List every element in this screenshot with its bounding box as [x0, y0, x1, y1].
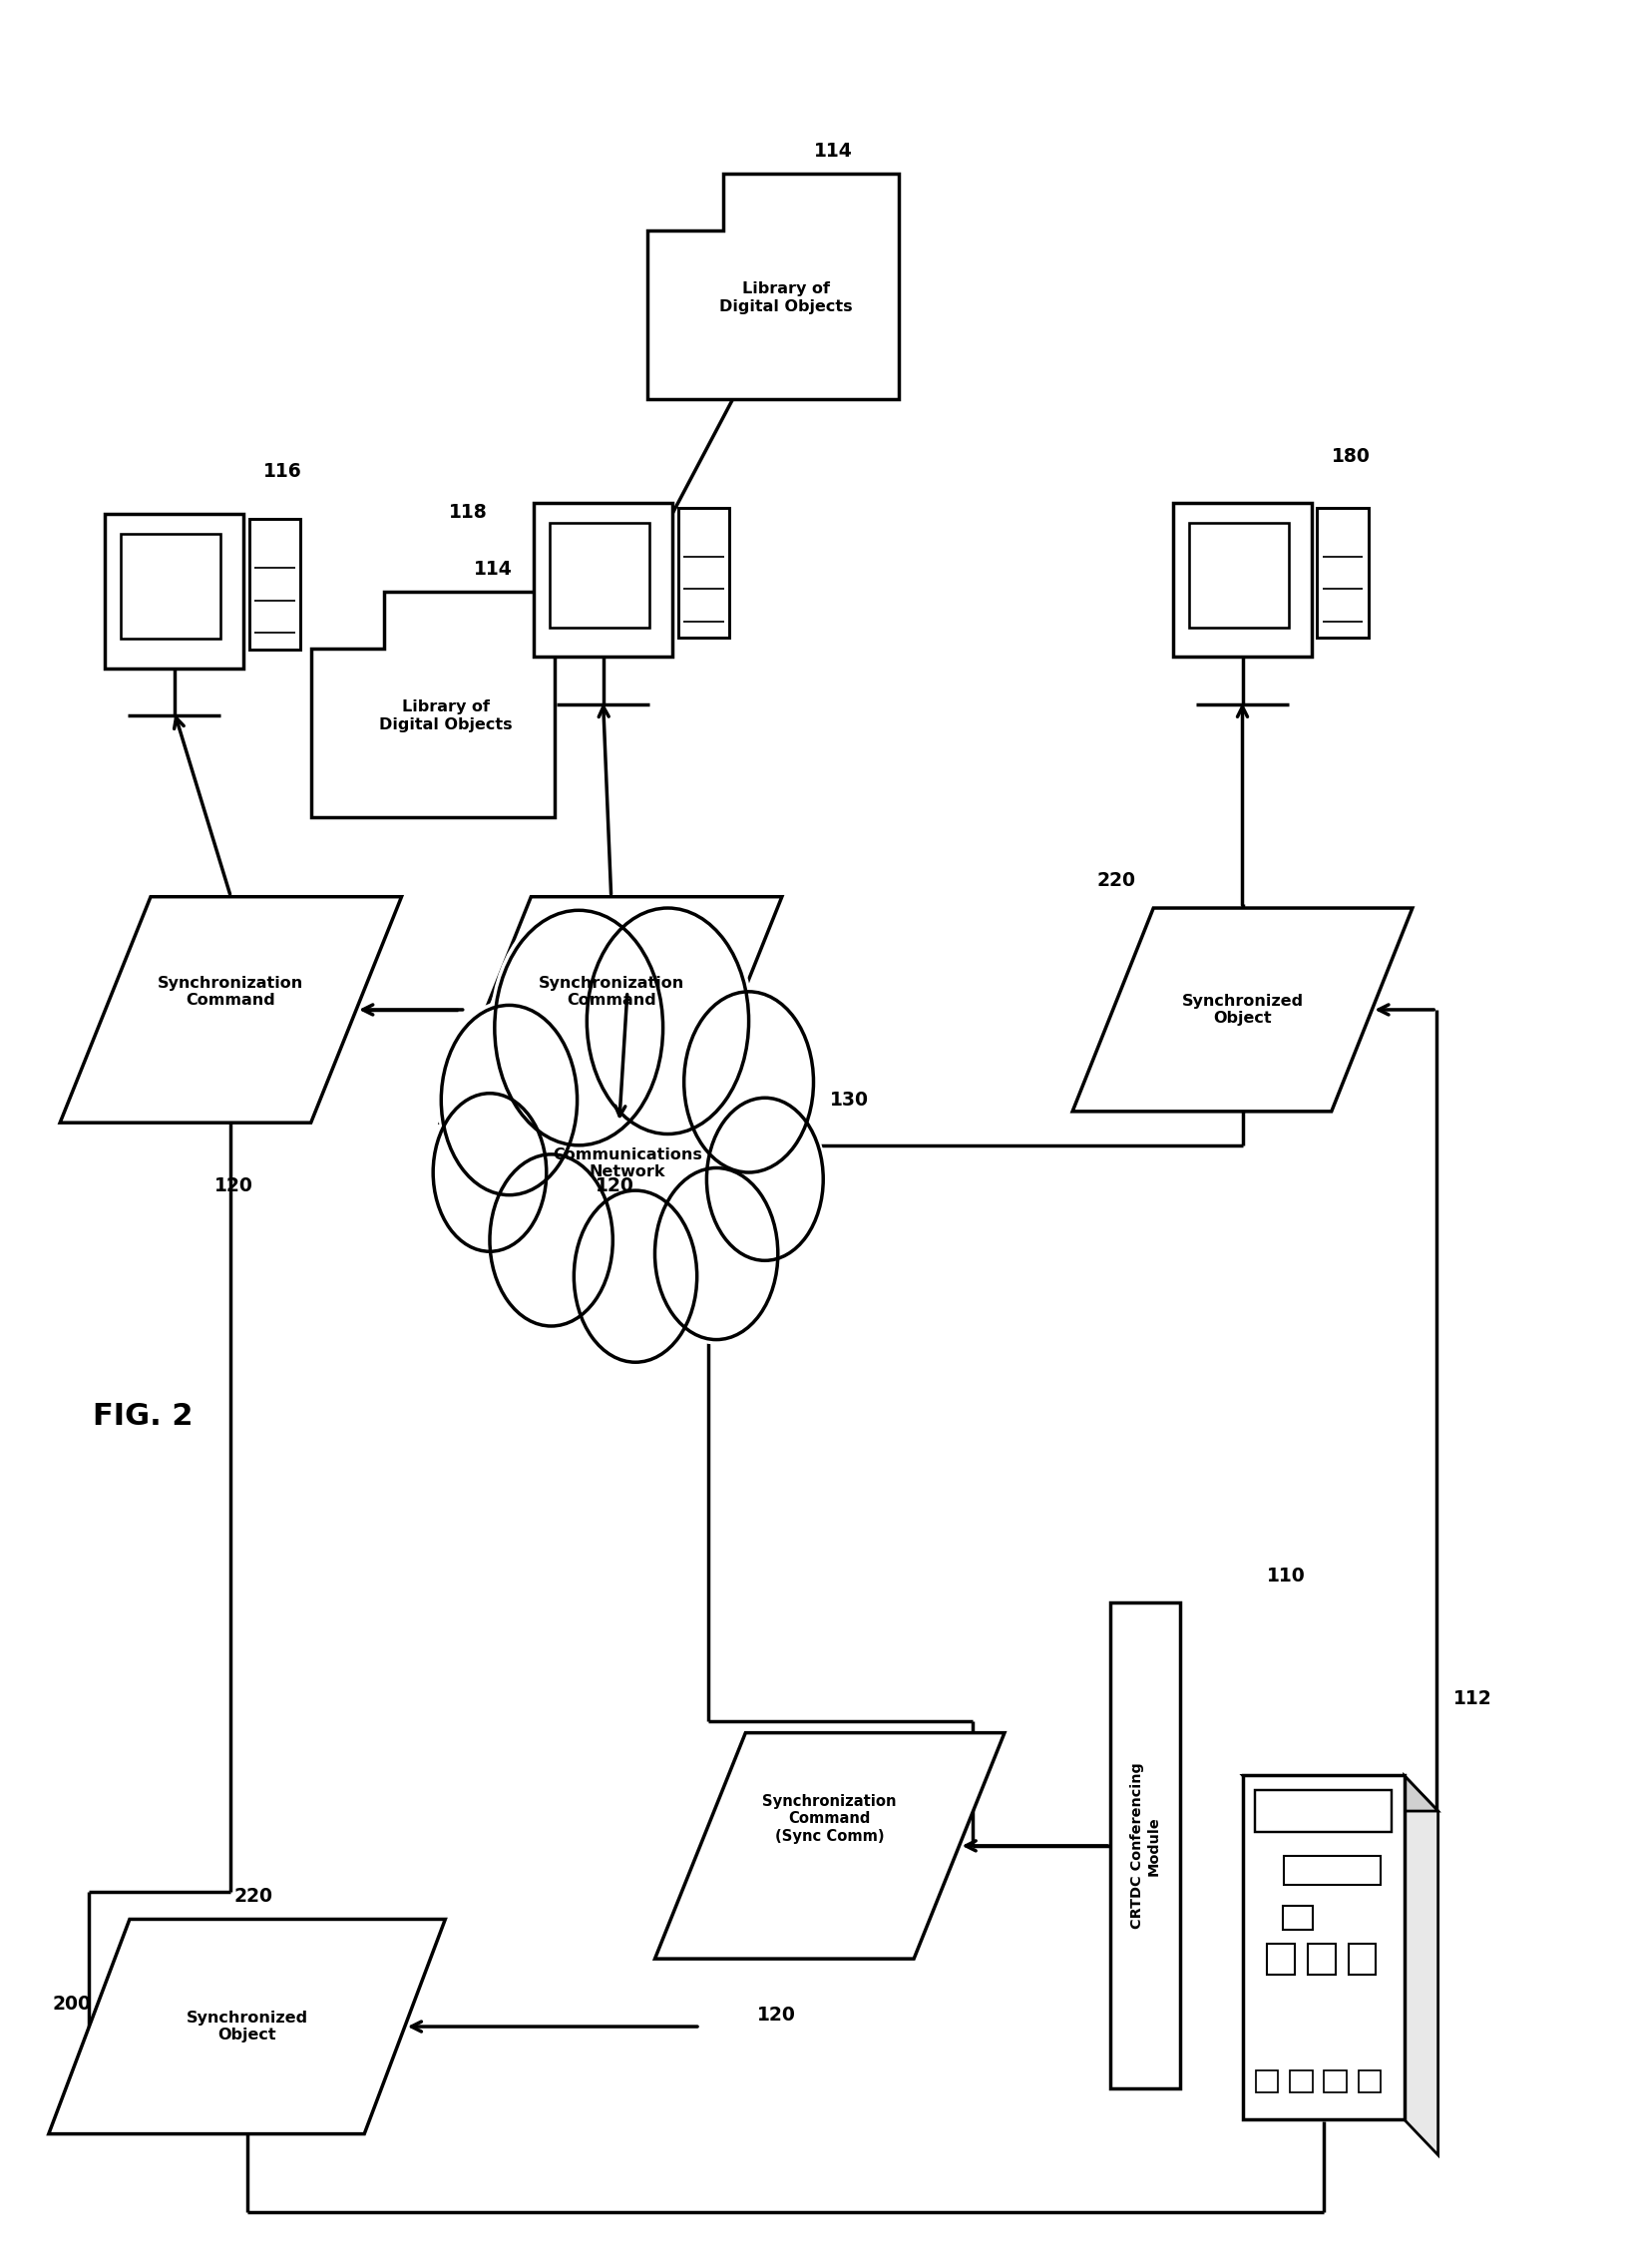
- Bar: [1289, 2071, 1312, 2091]
- Text: 180: 180: [1330, 447, 1369, 465]
- Text: 112: 112: [1452, 1690, 1491, 1708]
- Polygon shape: [1242, 1776, 1437, 1812]
- Text: Library of
Digital Objects: Library of Digital Objects: [379, 701, 512, 733]
- Bar: [1267, 1944, 1294, 1975]
- Circle shape: [582, 903, 753, 1139]
- Bar: [1189, 522, 1288, 628]
- Text: Synchronization
Command
(Sync Comm): Synchronization Command (Sync Comm): [763, 1794, 896, 1844]
- Circle shape: [437, 1000, 580, 1200]
- Text: 114: 114: [473, 560, 512, 578]
- Text: FIG. 2: FIG. 2: [93, 1402, 193, 1431]
- Circle shape: [704, 1093, 826, 1266]
- Circle shape: [429, 1089, 550, 1256]
- Bar: [1358, 2071, 1379, 2091]
- Polygon shape: [60, 896, 402, 1123]
- Bar: [1307, 1944, 1335, 1975]
- Text: Synchronization
Command: Synchronization Command: [538, 975, 683, 1007]
- Bar: [1111, 1603, 1179, 2089]
- Text: Synchronized
Object: Synchronized Object: [185, 2009, 307, 2043]
- Polygon shape: [49, 1919, 446, 2134]
- Bar: [1242, 1776, 1403, 2121]
- Text: 114: 114: [813, 141, 852, 161]
- Polygon shape: [441, 896, 782, 1123]
- Text: 130: 130: [829, 1091, 868, 1109]
- Bar: [1254, 1789, 1392, 1833]
- Bar: [1324, 2071, 1345, 2091]
- Text: 120: 120: [215, 1177, 254, 1195]
- Text: Library of
Digital Objects: Library of Digital Objects: [719, 281, 852, 313]
- Bar: [1281, 1905, 1312, 1930]
- Polygon shape: [1072, 907, 1411, 1111]
- Bar: [120, 533, 221, 640]
- Bar: [1172, 503, 1311, 658]
- Text: CRTDC Conferencing
Module: CRTDC Conferencing Module: [1130, 1762, 1159, 1930]
- Bar: [1255, 2071, 1278, 2091]
- Bar: [550, 522, 649, 628]
- Polygon shape: [647, 175, 898, 399]
- Text: 220: 220: [1096, 871, 1135, 891]
- Bar: [1348, 1944, 1376, 1975]
- Text: 110: 110: [1267, 1567, 1304, 1585]
- Circle shape: [489, 905, 667, 1152]
- Text: 116: 116: [263, 463, 301, 481]
- Text: 120: 120: [595, 1177, 634, 1195]
- Text: 220: 220: [234, 1887, 273, 1905]
- Circle shape: [486, 1150, 616, 1331]
- Bar: [249, 519, 299, 649]
- Bar: [104, 515, 244, 669]
- Text: 120: 120: [756, 2005, 795, 2025]
- Circle shape: [652, 1163, 780, 1345]
- Text: Communications
Network: Communications Network: [553, 1148, 702, 1179]
- Polygon shape: [489, 1021, 764, 1277]
- Bar: [1283, 1855, 1379, 1885]
- Polygon shape: [655, 1733, 1003, 1960]
- Text: 118: 118: [449, 503, 488, 522]
- Bar: [1317, 508, 1367, 637]
- Text: Synchronized
Object: Synchronized Object: [1180, 993, 1302, 1025]
- Circle shape: [680, 987, 816, 1177]
- Text: Synchronization
Command: Synchronization Command: [158, 975, 304, 1007]
- Bar: [533, 503, 672, 658]
- Circle shape: [571, 1186, 699, 1368]
- Bar: [678, 508, 728, 637]
- Text: 200: 200: [52, 1994, 91, 2014]
- Polygon shape: [1403, 1776, 1437, 2155]
- Polygon shape: [312, 592, 554, 819]
